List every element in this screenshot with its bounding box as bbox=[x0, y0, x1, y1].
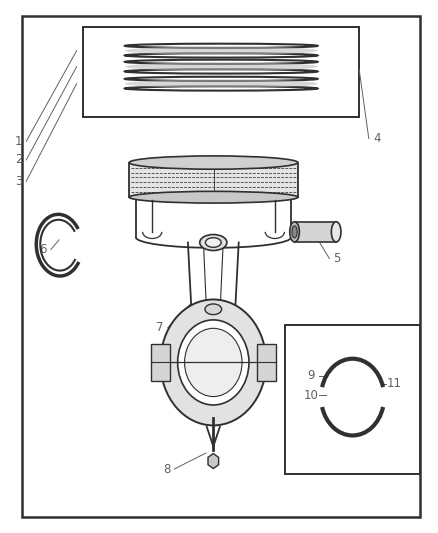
Ellipse shape bbox=[205, 304, 222, 314]
Ellipse shape bbox=[205, 238, 221, 247]
Text: 5: 5 bbox=[334, 252, 341, 265]
Bar bbox=[285, 325, 420, 474]
Bar bbox=[83, 27, 359, 117]
Ellipse shape bbox=[129, 156, 298, 169]
Bar bbox=[257, 344, 276, 381]
Ellipse shape bbox=[160, 300, 266, 425]
Ellipse shape bbox=[290, 222, 299, 242]
Bar bbox=[151, 344, 170, 381]
Ellipse shape bbox=[200, 235, 227, 251]
Bar bbox=[294, 222, 336, 242]
Text: 4: 4 bbox=[373, 132, 381, 145]
Text: 2: 2 bbox=[14, 154, 22, 166]
Ellipse shape bbox=[292, 226, 297, 238]
Ellipse shape bbox=[125, 79, 318, 88]
Ellipse shape bbox=[331, 222, 341, 242]
Text: 10: 10 bbox=[304, 389, 318, 402]
Text: 11: 11 bbox=[387, 377, 402, 390]
Text: 6: 6 bbox=[39, 243, 47, 256]
Bar bbox=[129, 163, 298, 197]
Polygon shape bbox=[208, 454, 219, 469]
Ellipse shape bbox=[184, 328, 242, 397]
Text: 7: 7 bbox=[156, 321, 164, 334]
Ellipse shape bbox=[125, 62, 318, 71]
Text: 9: 9 bbox=[307, 369, 315, 382]
Text: 1: 1 bbox=[14, 135, 22, 148]
Ellipse shape bbox=[178, 320, 249, 405]
Text: 8: 8 bbox=[163, 463, 170, 475]
Text: 3: 3 bbox=[15, 175, 22, 188]
Ellipse shape bbox=[125, 46, 318, 55]
Ellipse shape bbox=[129, 191, 298, 203]
